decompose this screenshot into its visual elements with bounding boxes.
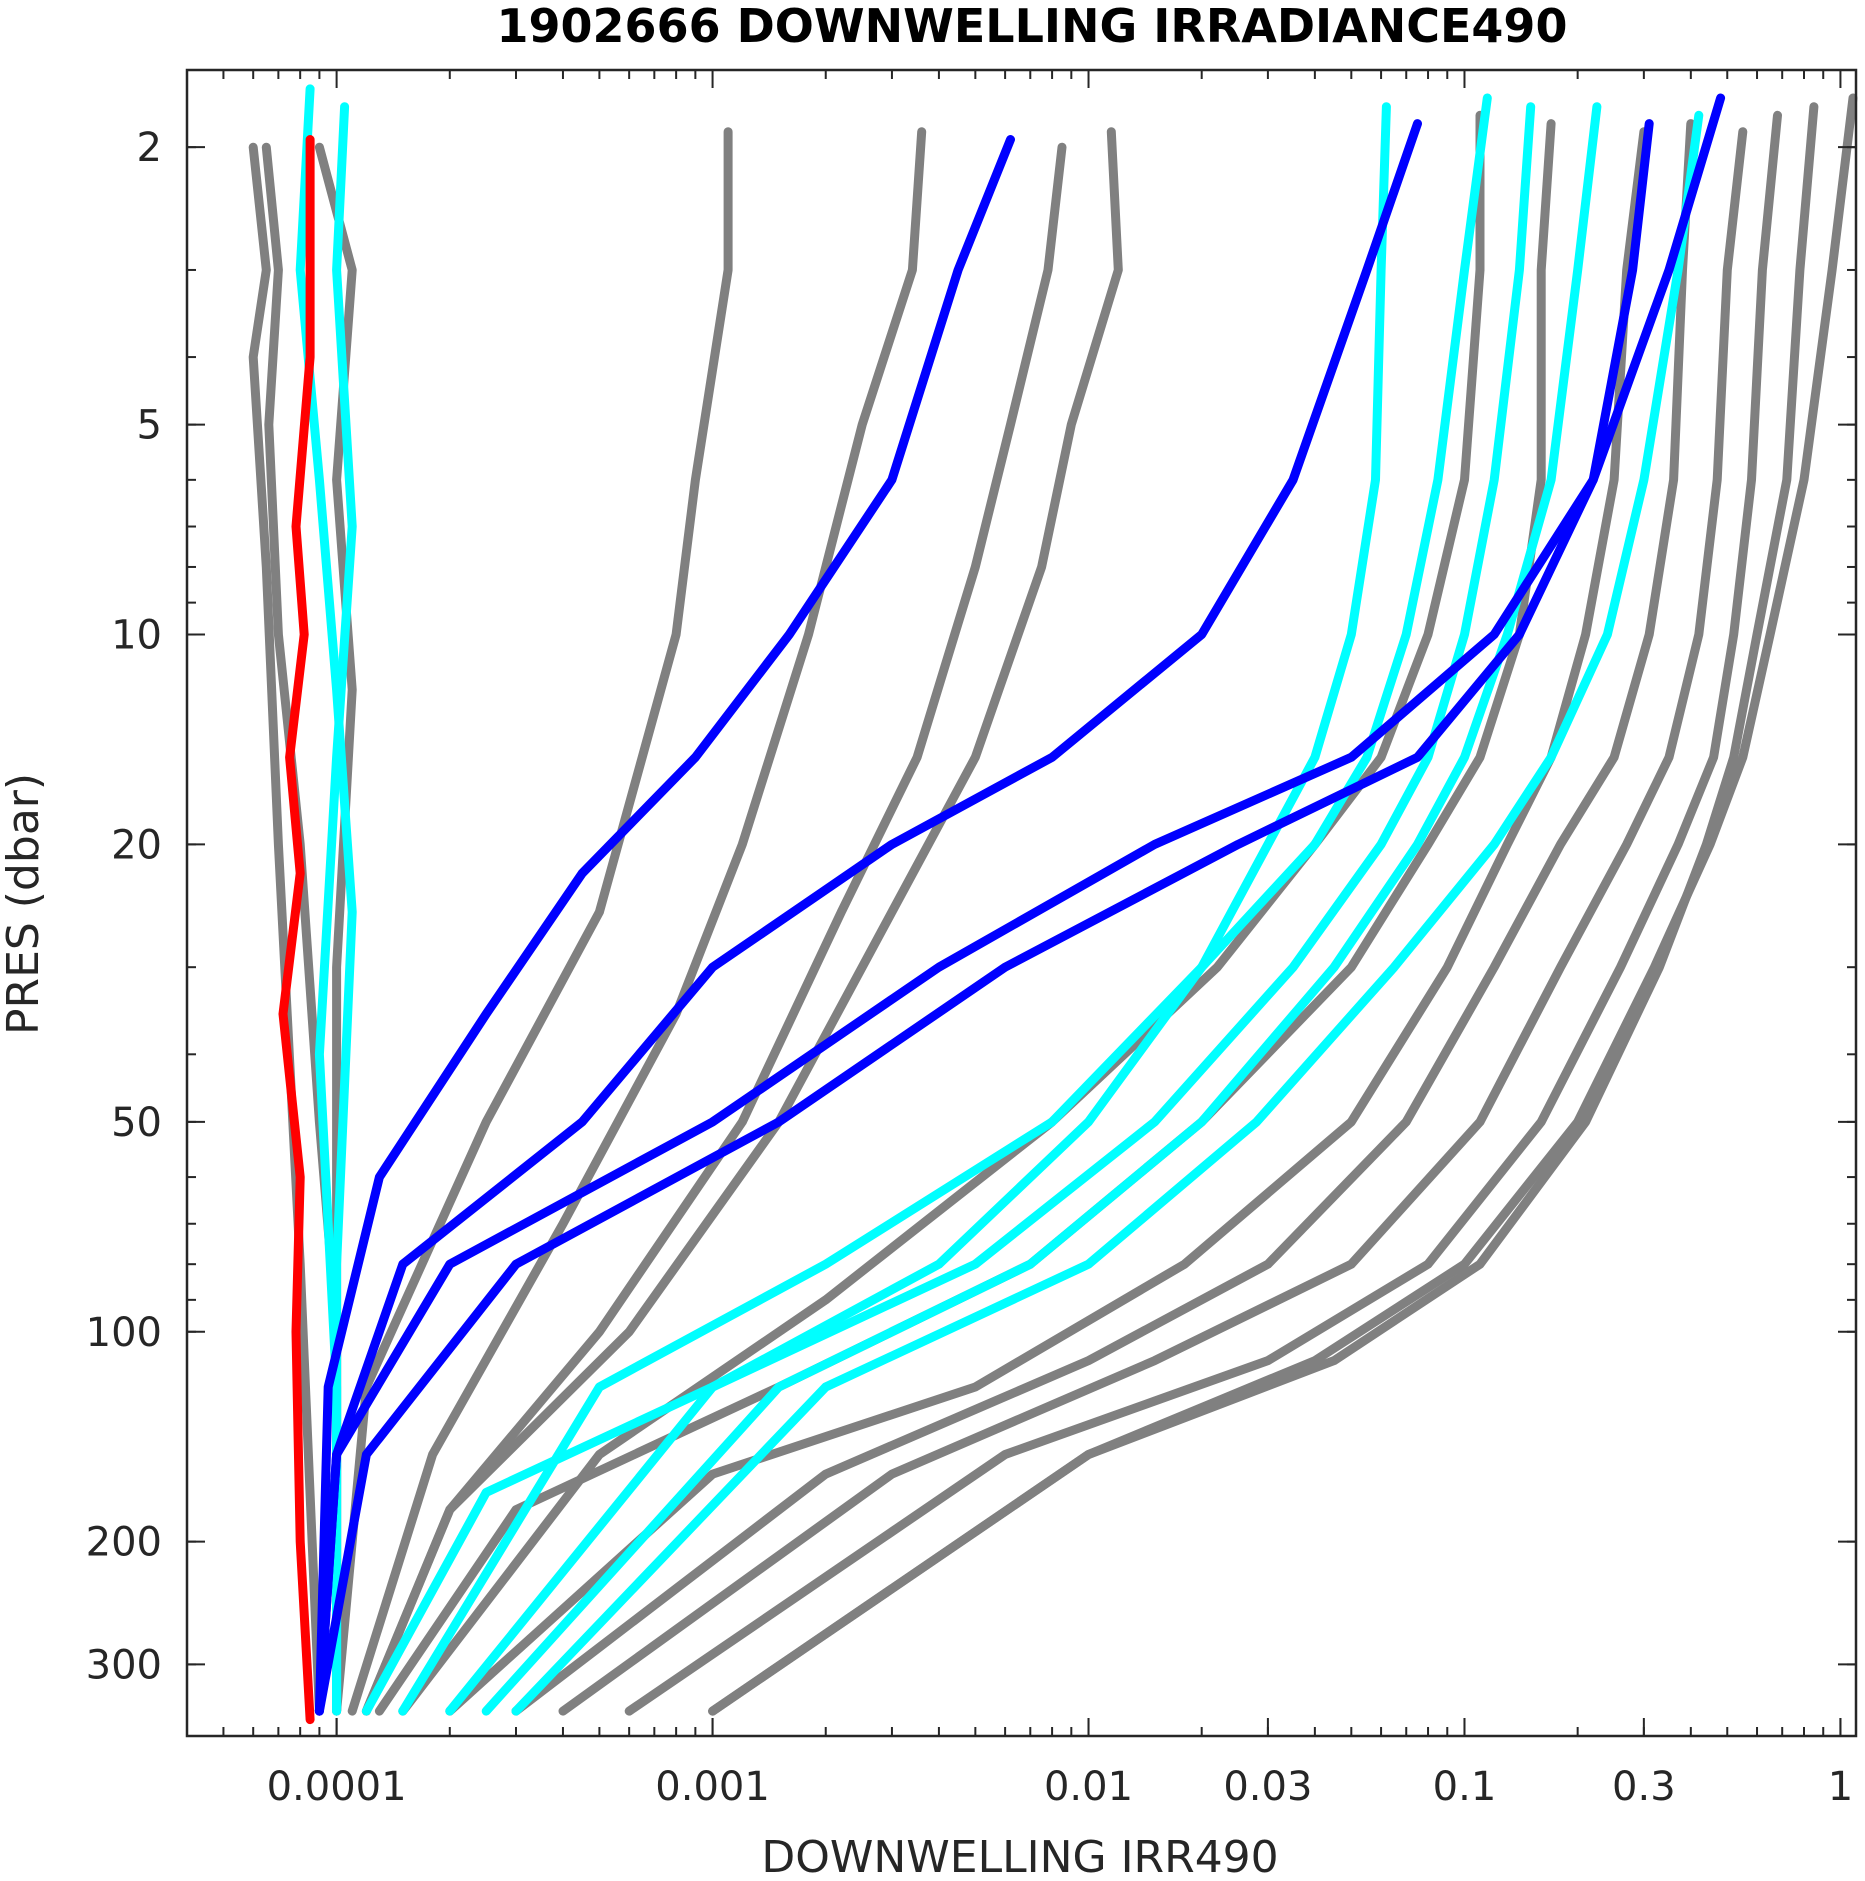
series-line-blue-23 bbox=[314, 119, 1422, 1716]
plot-frame bbox=[185, 68, 1858, 1738]
series-line-blue-24 bbox=[314, 93, 1726, 1716]
y-tick-label: 50 bbox=[111, 1100, 162, 1146]
series-line-gray-9 bbox=[445, 127, 1649, 1716]
series-line-red-26 bbox=[278, 135, 315, 1725]
y-tick-label: 2 bbox=[137, 125, 162, 171]
series-line-gray-11 bbox=[558, 127, 1748, 1716]
x-tick-label: 0.0001 bbox=[267, 1764, 407, 1810]
series-line-gray-14 bbox=[708, 93, 1858, 1716]
x-tick-label: 0.03 bbox=[1223, 1764, 1312, 1810]
y-tick-label: 300 bbox=[86, 1642, 162, 1688]
x-tick-label: 0.1 bbox=[1433, 1764, 1497, 1810]
chart-title: 1902666 DOWNWELLING IRRADIANCE490 bbox=[497, 0, 1568, 53]
series-line-cyan-20 bbox=[481, 102, 1602, 1716]
series-line-blue-22 bbox=[314, 135, 1015, 1716]
y-axis-ticks: 2 5 10 20 50 100 200 300 bbox=[86, 125, 1856, 1688]
series-line-gray-3 bbox=[332, 127, 733, 1716]
x-tick-label: 0.001 bbox=[655, 1764, 770, 1810]
y-tick-label: 100 bbox=[86, 1310, 162, 1356]
series-line-gray-7 bbox=[398, 110, 1485, 1716]
x-axis-label: DOWNWELLING IRR490 bbox=[761, 1832, 1278, 1881]
series-line-gray-4 bbox=[347, 127, 927, 1716]
series-line-cyan-17 bbox=[361, 102, 1391, 1716]
series-line-gray-12 bbox=[624, 110, 1782, 1716]
x-tick-label: 1 bbox=[1828, 1764, 1853, 1810]
series-line-blue-25 bbox=[314, 119, 1654, 1716]
series-line-gray-8 bbox=[374, 119, 1556, 1716]
y-tick-label: 5 bbox=[137, 403, 162, 449]
y-tick-label: 20 bbox=[111, 822, 162, 868]
series-line-gray-6 bbox=[361, 127, 1123, 1716]
series-line-cyan-21 bbox=[511, 110, 1704, 1716]
y-axis-label: PRES (dbar) bbox=[0, 773, 49, 1035]
x-axis-ticks: 0.0001 0.001 0.01 0.03 0.1 0.3 1 bbox=[186, 70, 1853, 1810]
x-tick-label: 0.3 bbox=[1612, 1764, 1676, 1810]
series-line-cyan-19 bbox=[445, 102, 1536, 1716]
series-line-cyan-15 bbox=[295, 84, 357, 1716]
series-line-cyan-18 bbox=[398, 93, 1492, 1716]
series-layer bbox=[248, 84, 1858, 1725]
x-tick-label: 0.01 bbox=[1044, 1764, 1133, 1810]
y-tick-label: 10 bbox=[111, 613, 162, 659]
y-tick-label: 200 bbox=[86, 1520, 162, 1566]
series-line-gray-5 bbox=[361, 142, 1067, 1716]
series-line-gray-10 bbox=[511, 119, 1696, 1716]
series-line-cyan-16 bbox=[314, 102, 357, 1716]
